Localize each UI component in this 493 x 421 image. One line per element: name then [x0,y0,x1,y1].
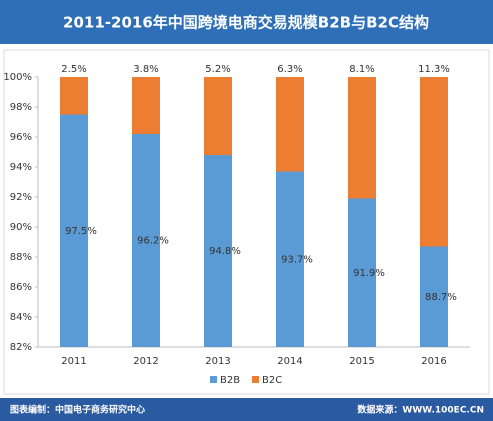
y-tick-label: 82% [10,342,32,353]
footer-left: 图表编制：中国电子商务研究中心 [10,404,145,416]
value-label: 6.3% [277,64,302,75]
legend-label: B2C [262,375,282,386]
bar-segment [348,77,376,199]
x-tick-label: 2013 [205,356,230,367]
bar-segment [420,77,448,247]
bar-segment [204,155,232,347]
bar-segment [420,246,448,347]
value-label: 96.2% [137,236,169,247]
value-label: 97.5% [65,226,97,237]
y-tick-label: 94% [10,162,32,173]
value-label: 3.8% [133,64,158,75]
y-tick-label: 100% [3,72,32,83]
chart-title: 2011-2016年中国跨境电商交易规模B2B与B2C结构 [63,14,429,32]
legend-label: B2B [220,375,240,386]
value-label: 91.9% [353,268,385,279]
value-label: 88.7% [425,292,457,303]
bar-segment [348,198,376,347]
bar-segment [132,134,160,347]
bar-segment [276,171,304,347]
x-tick-label: 2015 [349,356,374,367]
bar-segment [60,114,88,347]
legend-swatch [252,376,259,383]
footer-bar [0,398,493,421]
title-bar [0,0,493,44]
bar-segment [60,77,88,115]
bar-segment [204,77,232,155]
y-tick-label: 84% [10,312,32,323]
value-label: 8.1% [349,64,374,75]
value-label: 11.3% [418,64,450,75]
value-label: 94.8% [209,246,241,257]
value-label: 93.7% [281,254,313,265]
value-label: 5.2% [205,64,230,75]
bar-segment [132,77,160,134]
y-tick-label: 90% [10,222,32,233]
x-tick-label: 2016 [421,356,446,367]
footer-right: 数据来源：WWW.100EC.CN [357,404,484,416]
value-label: 2.5% [61,64,86,75]
y-tick-label: 98% [10,102,32,113]
plot-frame [3,49,490,395]
x-tick-label: 2014 [277,356,302,367]
y-tick-label: 88% [10,252,32,263]
y-tick-label: 86% [10,282,32,293]
legend-swatch [210,376,217,383]
bar-segment [276,77,304,172]
y-tick-label: 92% [10,192,32,203]
y-tick-label: 96% [10,132,32,143]
x-tick-label: 2011 [61,356,86,367]
x-tick-label: 2012 [133,356,158,367]
